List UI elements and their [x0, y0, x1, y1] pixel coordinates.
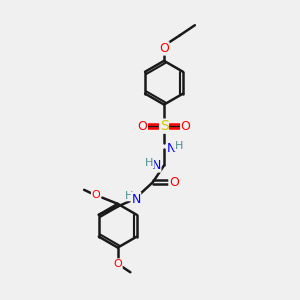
Text: O: O: [159, 42, 169, 55]
Text: S: S: [160, 119, 168, 133]
Text: O: O: [137, 120, 147, 133]
Text: O: O: [181, 120, 190, 133]
Text: N: N: [131, 193, 141, 206]
Text: H: H: [125, 191, 133, 201]
Text: N: N: [167, 142, 177, 155]
Text: H: H: [145, 158, 154, 168]
Text: O: O: [92, 190, 100, 200]
Text: O: O: [169, 176, 179, 189]
Text: N: N: [152, 159, 161, 172]
Text: H: H: [174, 141, 183, 151]
Text: O: O: [113, 259, 122, 269]
